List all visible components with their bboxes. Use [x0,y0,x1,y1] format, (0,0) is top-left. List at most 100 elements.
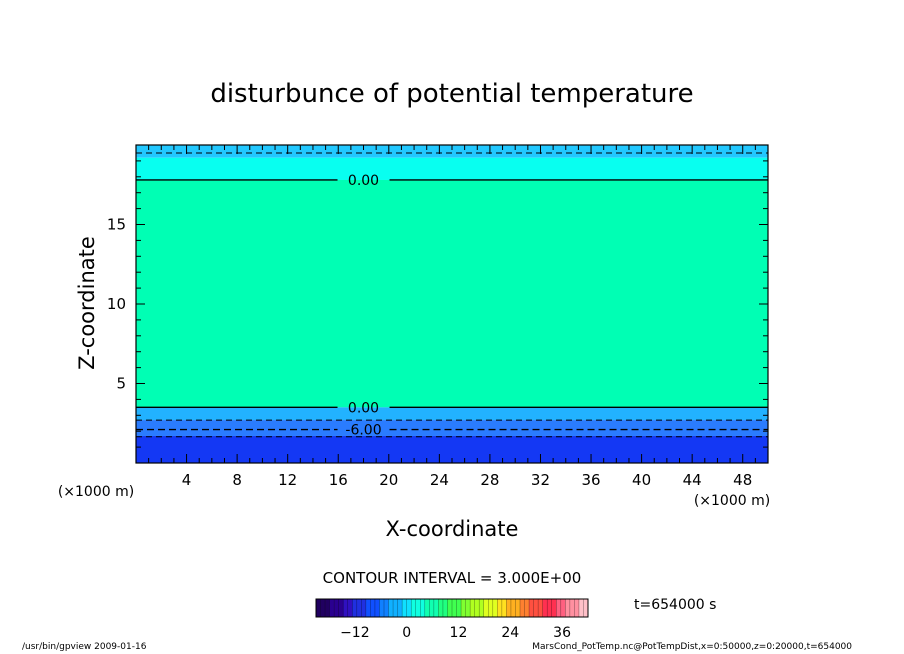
color-band-1 [136,157,768,180]
colorbar-segment-11 [365,599,371,617]
colorbar-segment-52 [551,599,557,617]
colorbar-segment-32 [461,599,466,617]
colorbar-segment-17 [393,599,398,617]
colorbar-segment-10 [361,599,367,617]
colorbar-segment-40 [497,599,503,617]
colorbar-segment-23 [420,599,426,617]
colorbar-segment-2 [325,599,330,617]
colorbar-segment-43 [510,599,516,617]
colorbar-segment-57 [574,599,580,617]
contour-label-1: 0.00 [348,400,379,416]
colorbar-segment-5 [338,599,344,617]
colorbar-tick-label-36: 36 [553,625,571,640]
x-axis-label: X-coordinate [386,517,519,541]
y-axis-label: Z-coordinate [75,236,99,370]
x-tick-label-12: 12 [278,471,297,489]
colorbar-segment-33 [465,599,471,617]
colorbar-segment-39 [492,599,498,617]
color-band-0 [136,145,768,158]
colorbar-segment-38 [488,599,494,617]
colorbar-segment-59 [583,599,589,617]
plot-area: 0.00 0.00 -6.00 [135,144,769,464]
colorbar-segment-0 [316,599,321,617]
colorbar-segment-47 [529,599,534,617]
x-tick-label-40: 40 [632,471,651,489]
x-axis: 4 8 12 16 20 24 28 32 36 40 44 48 [148,145,756,489]
colorbar-segment-30 [452,599,457,617]
x-tick-label-20: 20 [379,471,398,489]
colorbar-segment-7 [347,599,353,617]
time-label: t=654000 s [634,597,716,613]
colorbar-segment-42 [506,599,512,617]
colorbar-segment-26 [433,599,439,617]
colorbar-segment-46 [524,599,530,617]
colorbar-segment-15 [384,599,389,617]
y-axis: 5 10 15 [107,160,768,448]
contour-label-0: 0.00 [348,173,379,189]
colorbar-segment-54 [560,599,566,617]
chart-title: disturbunce of potential temperature [210,79,693,109]
x-tick-label-36: 36 [581,471,600,489]
x-tick-label-44: 44 [683,471,702,489]
colorbar-frame [315,598,589,618]
colorbar-segment-1 [320,599,326,617]
footer-left: /usr/bin/gpview 2009-01-16 [22,642,147,652]
colorbar-segment-31 [456,599,462,617]
contour-label-2: -6.00 [345,423,381,439]
x-tick-label-28: 28 [480,471,499,489]
colorbar-segment-24 [424,599,430,617]
colorbar-segment-58 [578,599,584,617]
colorbar-tick-label-24: 24 [501,625,519,640]
color-band-3 [136,407,768,421]
x-tick-label-8: 8 [232,471,242,489]
x-axis-unit: (×1000 m) [694,493,770,509]
colorbar-segment-35 [474,599,480,617]
colorbar-segment-36 [479,599,485,617]
colorbar: −12 0 12 24 36 [315,598,589,640]
colorbar-tick-label--12: −12 [340,625,370,640]
colorbar-segment-48 [533,599,539,617]
y-tick-label-15: 15 [107,216,126,234]
colorbar-segment-12 [370,599,376,617]
colorbar-segment-22 [415,599,421,617]
colorbar-segment-41 [501,599,507,617]
colorbar-segment-4 [334,599,339,617]
y-axis-unit: (×1000 m) [58,484,134,500]
colorbar-segment-45 [520,599,525,617]
colorbar-segment-16 [388,599,394,617]
chart-svg: disturbunce of potential temperature 0.0… [58,79,770,640]
colorbar-segment-53 [556,599,562,617]
contour-interval: CONTOUR INTERVAL = 3.000E+00 [323,569,582,587]
colorbar-segment-6 [343,599,349,617]
colorbar-segment-13 [374,599,380,617]
x-tick-label-24: 24 [430,471,449,489]
colorbar-segment-44 [515,599,521,617]
colorbar-segment-56 [569,599,575,617]
colorbar-segment-18 [397,599,403,617]
colorbar-segment-55 [565,599,571,617]
colorbar-segment-14 [379,599,385,617]
y-tick-label-10: 10 [107,295,126,313]
colorbar-segment-49 [538,599,543,617]
colorbar-segment-28 [442,599,448,617]
colorbar-segment-37 [483,599,489,617]
colorbar-segment-20 [406,599,412,617]
colorbar-segment-19 [402,599,407,617]
colorbar-segment-51 [547,599,553,617]
color-band-4 [136,420,768,436]
x-tick-label-32: 32 [531,471,550,489]
colorbar-tick-label-12: 12 [450,625,468,640]
x-tick-label-4: 4 [182,471,192,489]
color-band-2 [136,179,768,408]
colorbar-segment-3 [329,599,335,617]
x-tick-label-16: 16 [329,471,348,489]
colorbar-segment-34 [470,599,475,617]
colorbar-segment-21 [411,599,417,617]
x-tick-label-48: 48 [733,471,752,489]
colorbar-segment-29 [447,599,453,617]
colorbar-segment-25 [429,599,435,617]
colorbar-segment-8 [352,599,358,617]
colorbar-segment-27 [438,599,444,617]
colorbar-tick-label-0: 0 [402,625,411,640]
colorbar-segment-50 [542,599,548,617]
